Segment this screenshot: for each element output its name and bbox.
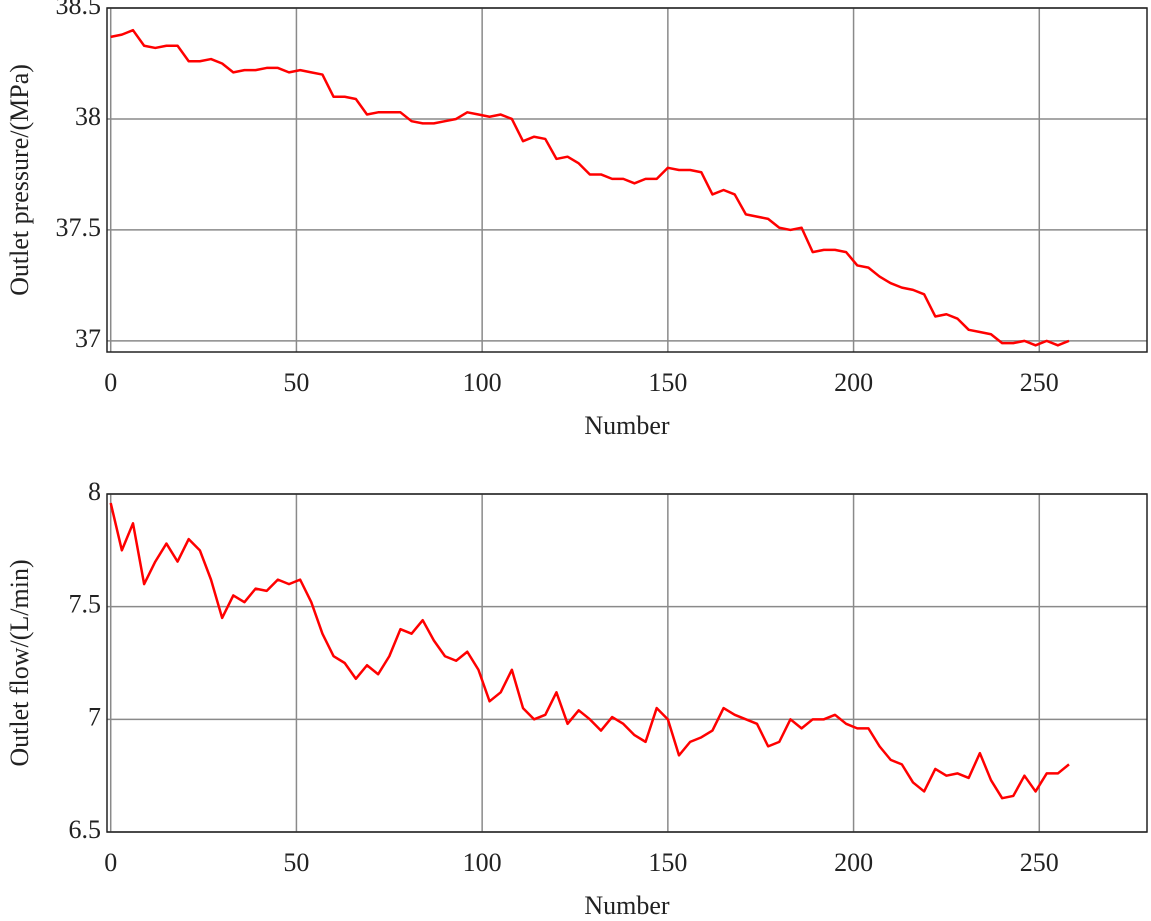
x-tick-label: 0 [104, 368, 117, 397]
x-tick-label: 100 [463, 368, 502, 397]
x-tick-label: 100 [463, 848, 502, 877]
x-tick-label: 150 [648, 848, 687, 877]
chart: 0 50 100 150 200 250 37 37.5 38 38.5 Number Outlet … [5, 0, 1148, 440]
data-line [109, 502, 1070, 800]
y-tick-label: 8 [88, 477, 101, 506]
x-tick-label: 200 [834, 848, 873, 877]
x-tick-label: 150 [648, 368, 687, 397]
y-tick-label: 38 [75, 102, 101, 131]
y-tick-label: 7 [88, 702, 101, 731]
y-tick-label: 38.5 [56, 0, 102, 20]
data-line [110, 28, 1070, 347]
x-axis-label: Number [584, 891, 670, 920]
x-tick-label: 0 [104, 848, 117, 877]
y-tick-label: 6.5 [69, 815, 102, 844]
x-tick-label: 250 [1020, 848, 1059, 877]
y-tick-label: 37.5 [56, 213, 102, 242]
x-tick-label: 50 [283, 368, 309, 397]
plot-area [107, 494, 1147, 832]
x-tick-label: 250 [1020, 368, 1059, 397]
x-tick-label: 200 [834, 368, 873, 397]
plot-frame [106, 7, 1148, 353]
y-tick-label: 7.5 [69, 590, 102, 619]
y-axis-label: Outlet pressure/(MPa) [5, 64, 34, 296]
plot-frame [106, 493, 1148, 833]
y-tick-label: 37 [75, 324, 101, 353]
y-axis-label: Outlet flow/(L/min) [5, 559, 34, 766]
chart: 0 50 100 150 200 250 6.5 7 7.5 8 Number Outlet flow… [5, 477, 1148, 920]
x-tick-label: 50 [283, 848, 309, 877]
x-axis-label: Number [584, 411, 670, 440]
